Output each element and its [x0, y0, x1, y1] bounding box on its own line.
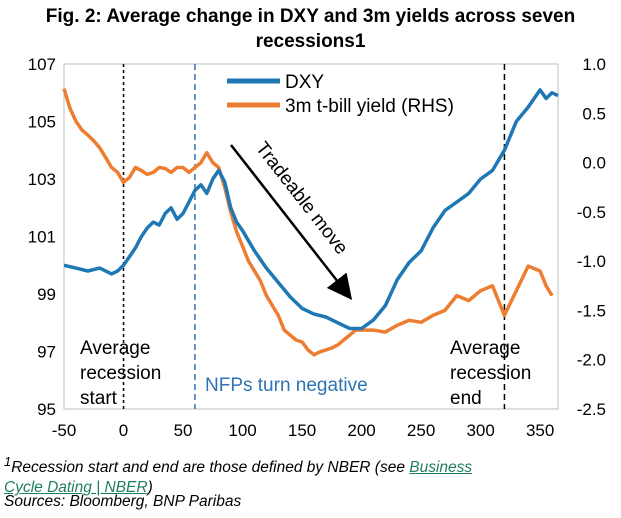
y-right-tick-label: -1.5 — [577, 301, 606, 320]
chart-title: Fig. 2: Average change in DXY and 3m yie… — [0, 4, 621, 54]
y-right-tick-label: -2.5 — [577, 400, 606, 419]
footnote-marker: 1 — [4, 454, 12, 469]
x-tick-label: -50 — [52, 421, 77, 440]
x-tick-label: 300 — [466, 421, 494, 440]
y-right-tick-label: -1.0 — [577, 252, 606, 271]
y-left-tick-label: 95 — [37, 400, 56, 419]
plot-area — [63, 63, 559, 410]
recession-start-label-1: Average — [80, 338, 150, 359]
recession-end-label-2: recession — [450, 363, 531, 384]
y-right-tick-label: 0.0 — [582, 154, 606, 173]
footnote-link-business[interactable]: Business — [409, 459, 473, 477]
recession-start-label-2: recession — [80, 363, 161, 384]
dxy-yield-chart: -50 0 50 100 150 200 250 300 350 95 97 99 101 103 105 1… — [28, 55, 606, 440]
legend: DXY 3m t-bill yield (RHS) — [227, 72, 454, 117]
y-left-tick-label: 103 — [28, 170, 56, 189]
nfps-negative-label: NFPs turn negative — [205, 375, 368, 396]
y-right-tick-label: -2.0 — [577, 351, 606, 370]
x-tick-label: 200 — [347, 421, 375, 440]
tradeable-move-label: Tradeable move — [251, 138, 352, 259]
y-right-tick-label: 0.5 — [582, 104, 606, 123]
footnote-text-end: ) — [147, 479, 153, 497]
footnote-text: Recession start and end are those define… — [11, 459, 410, 477]
y-left-tick-label: 99 — [37, 285, 56, 304]
series-line-dxy — [63, 88, 559, 331]
y-right-tick-label: 1.0 — [582, 55, 606, 74]
x-tick-label: 250 — [407, 421, 435, 440]
x-tick-label: 50 — [174, 421, 193, 440]
y-left-tick-label: 105 — [28, 113, 56, 132]
y-right-tick-label: -0.5 — [577, 203, 606, 222]
legend-label-dxy: DXY — [285, 72, 324, 93]
footnote: 1Recession start and end are those defin… — [4, 452, 604, 498]
x-tick-label: 100 — [228, 421, 256, 440]
recession-end-label-1: Average — [450, 338, 520, 359]
recession-start-label-3: start — [80, 388, 118, 409]
footnote-link-nber[interactable]: Cycle Dating | NBER — [4, 479, 148, 497]
sources: Sources: Bloomberg, BNP Paribas — [4, 493, 242, 510]
y-left-tick-label: 97 — [37, 343, 56, 362]
series-line-yield — [62, 88, 554, 357]
recession-end-label-3: end — [450, 388, 482, 409]
y-left-tick-label: 107 — [28, 55, 56, 74]
x-tick-label: 150 — [288, 421, 316, 440]
x-tick-label: 0 — [119, 421, 128, 440]
legend-label-yield: 3m t-bill yield (RHS) — [285, 96, 454, 117]
y-left-tick-label: 101 — [28, 228, 56, 247]
chart-title-line1: Fig. 2: Average change in DXY and 3m yie… — [45, 6, 576, 27]
tradeable-move-arrow — [230, 144, 353, 300]
chart-title-line2: recessions1 — [255, 31, 366, 52]
x-tick-label: 350 — [526, 421, 554, 440]
